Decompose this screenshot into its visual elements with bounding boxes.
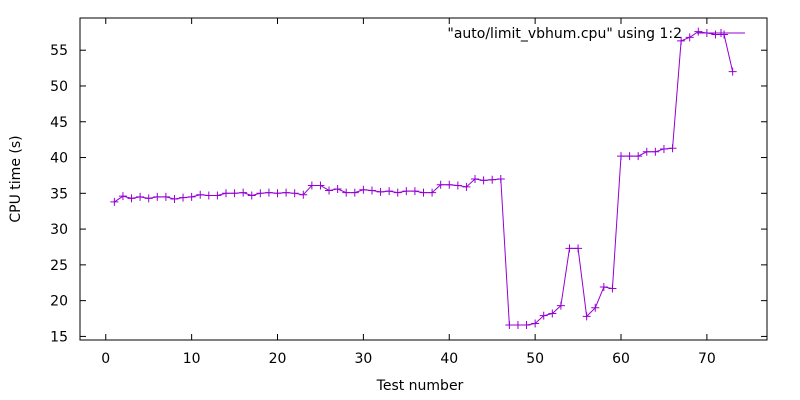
data-point bbox=[359, 185, 368, 194]
data-point bbox=[694, 27, 703, 36]
data-point bbox=[410, 187, 419, 196]
data-point bbox=[264, 188, 273, 197]
data-point bbox=[376, 187, 385, 196]
data-point bbox=[496, 175, 505, 183]
plot-frame bbox=[79, 17, 768, 341]
x-tick-label: 30 bbox=[354, 351, 372, 367]
x-tick-label: 70 bbox=[698, 351, 716, 367]
y-tick-label: 40 bbox=[50, 151, 68, 167]
data-point bbox=[505, 320, 514, 329]
data-point bbox=[144, 194, 153, 203]
data-point bbox=[488, 175, 497, 184]
data-point bbox=[402, 187, 411, 196]
y-tick-label: 15 bbox=[50, 329, 68, 345]
data-point bbox=[436, 180, 445, 189]
data-point bbox=[531, 319, 540, 328]
data-point bbox=[153, 192, 162, 201]
data-point bbox=[462, 182, 471, 191]
data-point bbox=[316, 181, 325, 190]
data-point bbox=[393, 188, 402, 197]
data-point bbox=[711, 30, 720, 39]
data-point bbox=[247, 191, 256, 200]
data-point bbox=[685, 33, 694, 42]
data-point bbox=[110, 197, 119, 206]
data-point bbox=[539, 311, 548, 320]
data-point bbox=[677, 36, 686, 45]
data-point bbox=[342, 188, 351, 197]
x-axis-label: Test number bbox=[376, 378, 464, 394]
data-point bbox=[350, 188, 359, 197]
data-point bbox=[290, 189, 299, 198]
data-point bbox=[445, 180, 454, 189]
x-tick-label: 20 bbox=[269, 351, 287, 367]
data-point bbox=[118, 192, 127, 201]
data-point bbox=[282, 188, 291, 197]
data-point bbox=[367, 186, 376, 195]
data-point bbox=[385, 187, 394, 196]
data-point bbox=[565, 244, 574, 253]
data-point bbox=[419, 188, 428, 197]
legend-label: "auto/limit_vbhum.cpu" using 1:2 bbox=[447, 26, 682, 42]
data-point bbox=[479, 176, 488, 185]
data-point bbox=[170, 195, 179, 204]
data-point bbox=[333, 185, 342, 194]
data-point bbox=[204, 191, 213, 200]
data-point bbox=[428, 188, 437, 197]
data-point bbox=[591, 303, 600, 312]
data-point bbox=[196, 190, 205, 199]
x-tick-label: 40 bbox=[440, 351, 458, 367]
tick-labels: 0 10 20 30 40 50 60 70 15 20 25 30 35 40 45 50 55 bbox=[50, 43, 716, 367]
data-point bbox=[548, 309, 557, 318]
y-tick-label: 25 bbox=[50, 258, 68, 274]
legend-marker bbox=[717, 29, 725, 37]
data-point bbox=[582, 312, 591, 321]
data-point bbox=[522, 320, 531, 329]
series-line bbox=[114, 31, 734, 326]
data-point bbox=[574, 244, 583, 253]
y-tick-label: 50 bbox=[50, 79, 68, 95]
data-point bbox=[599, 283, 608, 292]
data-point bbox=[608, 284, 617, 293]
x-tick-label: 0 bbox=[101, 351, 110, 367]
x-tick-label: 50 bbox=[526, 351, 544, 367]
data-point bbox=[556, 301, 565, 310]
data-point bbox=[651, 147, 660, 156]
data-point bbox=[307, 181, 316, 190]
series-points bbox=[110, 27, 737, 329]
data-point bbox=[642, 147, 651, 156]
y-tick-label: 30 bbox=[50, 222, 68, 238]
data-point bbox=[161, 192, 170, 201]
x-tick-label: 10 bbox=[183, 351, 201, 367]
x-tick-label: 60 bbox=[612, 351, 630, 367]
y-tick-label: 35 bbox=[50, 186, 68, 202]
data-point bbox=[617, 152, 626, 161]
y-tick-label: 20 bbox=[50, 294, 68, 310]
data-point bbox=[273, 189, 282, 198]
data-point bbox=[659, 144, 668, 153]
data-point bbox=[136, 192, 145, 201]
data-point bbox=[634, 152, 643, 161]
data-point bbox=[221, 189, 230, 198]
data-point bbox=[256, 189, 265, 198]
data-point bbox=[728, 67, 737, 76]
ticks bbox=[80, 18, 767, 340]
y-axis-label: CPU time (s) bbox=[8, 135, 24, 222]
data-point bbox=[179, 193, 188, 202]
data-point bbox=[299, 190, 308, 199]
data-point bbox=[213, 191, 222, 200]
y-tick-label: 45 bbox=[50, 115, 68, 131]
data-point bbox=[187, 192, 196, 201]
data-point bbox=[127, 194, 136, 203]
data-point bbox=[513, 320, 522, 329]
data-point bbox=[668, 144, 677, 153]
data-point bbox=[230, 189, 239, 198]
data-point bbox=[239, 188, 248, 197]
data-point bbox=[471, 175, 480, 183]
y-tick-label: 55 bbox=[50, 43, 68, 59]
data-point bbox=[625, 152, 634, 161]
data-point bbox=[453, 181, 462, 190]
legend-marker-glyph bbox=[717, 29, 725, 37]
data-point bbox=[325, 186, 334, 195]
